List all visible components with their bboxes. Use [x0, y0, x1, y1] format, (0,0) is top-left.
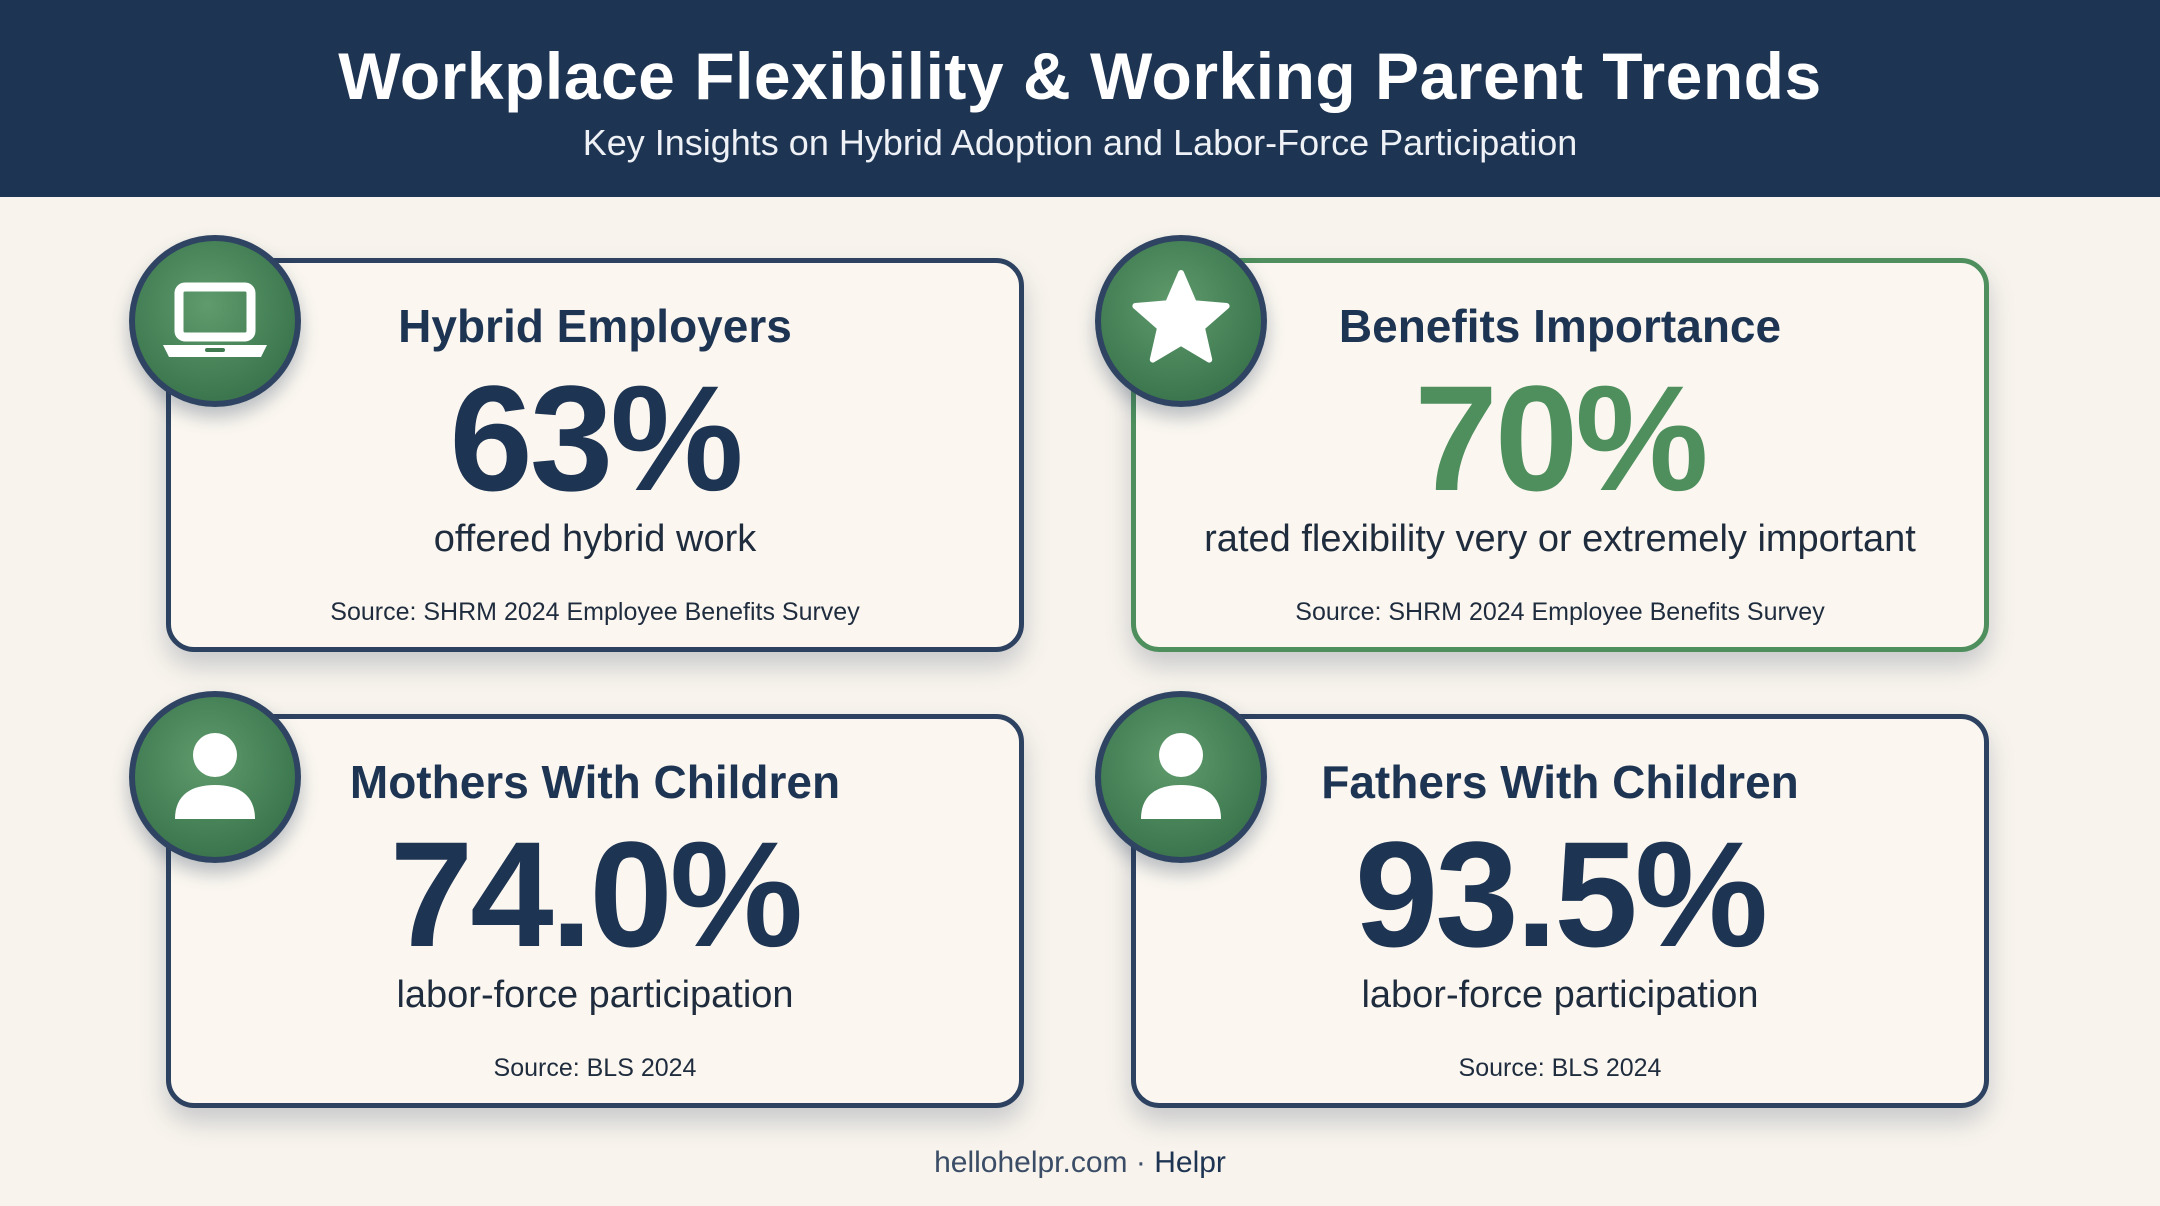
stat-card-hybrid-employers: Hybrid Employers 63% offered hybrid work…	[166, 258, 1024, 652]
card-caption: offered hybrid work	[433, 518, 757, 560]
page-title: Workplace Flexibility & Working Parent T…	[338, 39, 1822, 113]
card-title: Hybrid Employers	[398, 300, 792, 352]
header-banner: Workplace Flexibility & Working Parent T…	[0, 0, 2160, 197]
star-icon	[1132, 270, 1230, 363]
card-title: Mothers With Children	[349, 756, 841, 808]
person-icon	[175, 733, 255, 819]
laptop-icon	[163, 282, 267, 357]
star-icon-badge	[1095, 235, 1267, 407]
stat-card-benefits-importance: Benefits Importance 70% rated flexibilit…	[1131, 258, 1989, 652]
card-caption: labor-force participation	[1361, 974, 1759, 1016]
card-value: 74.0%	[389, 810, 803, 978]
page-subtitle: Key Insights on Hybrid Adoption and Labo…	[582, 122, 1578, 163]
footer-separator: ·	[1135, 1146, 1146, 1179]
card-source: Source: SHRM 2024 Employee Benefits Surv…	[1295, 598, 1825, 626]
stat-card-fathers-with-children: Fathers With Children 93.5% labor-force …	[1131, 714, 1989, 1108]
person-icon	[1141, 733, 1221, 819]
card-value: 93.5%	[1354, 810, 1768, 978]
card-title: Benefits Importance	[1338, 300, 1782, 352]
stat-card-mothers-with-children: Mothers With Children 74.0% labor-force …	[166, 714, 1024, 1108]
footer-site-link[interactable]: hellohelpr.com	[934, 1146, 1128, 1179]
card-source: Source: BLS 2024	[493, 1054, 697, 1082]
card-caption: labor-force participation	[396, 974, 794, 1016]
card-value: 70%	[1414, 354, 1708, 522]
card-source: Source: BLS 2024	[1458, 1054, 1662, 1082]
footer-brand: Helpr	[1154, 1146, 1226, 1179]
laptop-icon-badge	[129, 235, 301, 407]
card-source: Source: SHRM 2024 Employee Benefits Surv…	[330, 598, 860, 626]
person-icon-badge	[1095, 691, 1267, 863]
card-title: Fathers With Children	[1321, 756, 1799, 808]
person-icon-badge	[129, 691, 301, 863]
card-caption: rated flexibility very or extremely impo…	[1204, 518, 1916, 560]
footer-credit: hellohelpr.com · Helpr	[0, 1146, 2160, 1180]
card-value: 63%	[449, 354, 743, 522]
